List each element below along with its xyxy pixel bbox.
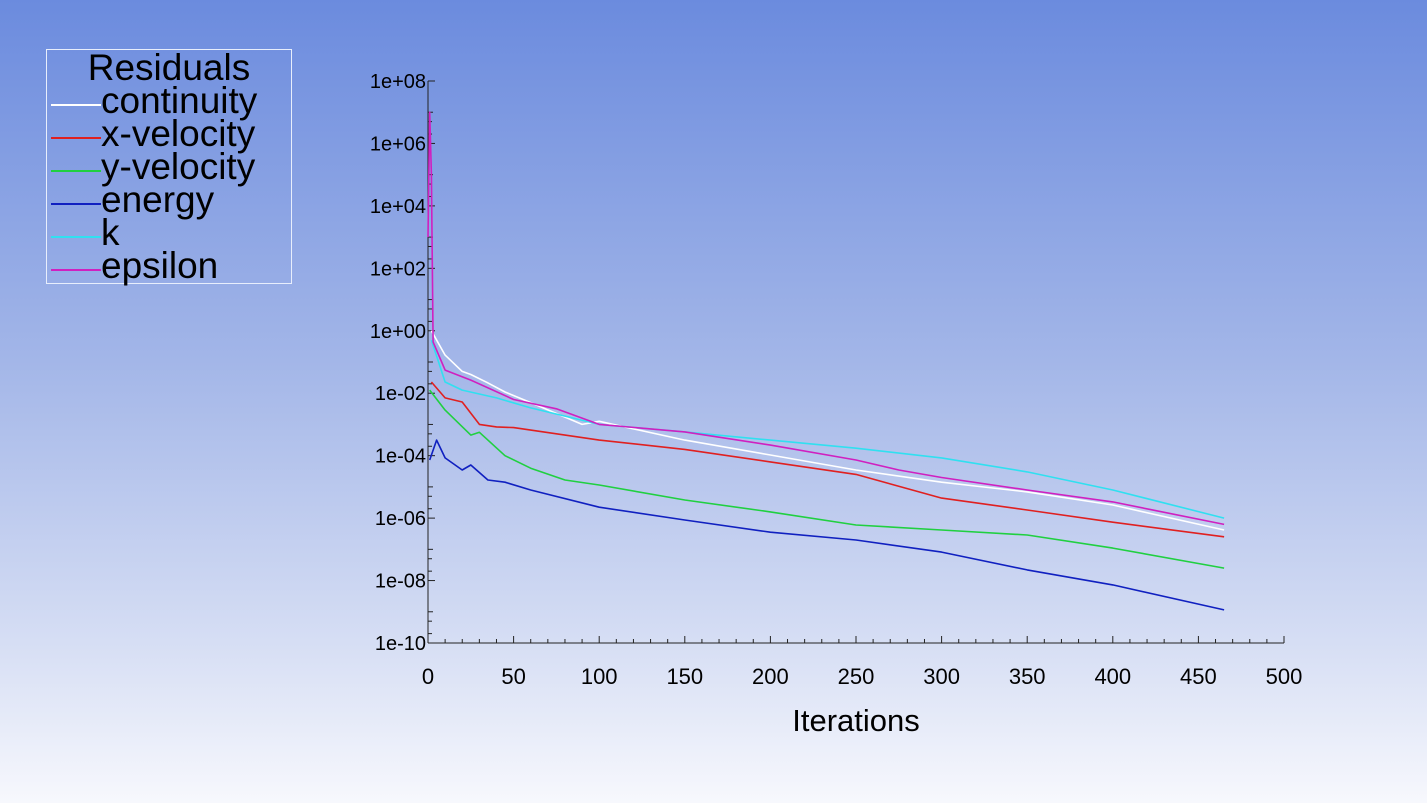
x-tick-label: 150 — [666, 664, 703, 689]
x-tick-label: 300 — [923, 664, 960, 689]
y-tick-label: 1e+04 — [370, 196, 426, 218]
x-tick-label: 100 — [581, 664, 618, 689]
y-tick-label: 1e+00 — [370, 321, 426, 343]
y-tick-label: 1e+06 — [370, 133, 426, 155]
series-line-x-velocity — [430, 381, 1225, 538]
x-tick-label: 350 — [1009, 664, 1046, 689]
x-tick-label: 250 — [838, 664, 875, 689]
x-tick-label: 50 — [501, 664, 525, 689]
legend-swatch — [51, 170, 101, 172]
legend-label: energy — [101, 179, 215, 220]
legend: Residuals continuity x-velocity y-velocity… — [46, 49, 292, 284]
legend-item-k: k — [47, 212, 291, 253]
x-tick-label: 450 — [1180, 664, 1217, 689]
y-tick-label: 1e-04 — [375, 446, 426, 468]
legend-label: continuity — [101, 80, 258, 121]
x-tick-label: 500 — [1266, 664, 1303, 689]
legend-swatch — [51, 104, 101, 106]
x-tick-label: 0 — [422, 664, 434, 689]
legend-label: k — [101, 212, 120, 253]
y-tick-label: 1e-10 — [375, 633, 426, 655]
legend-swatch — [51, 269, 101, 271]
y-tick-label: 1e-06 — [375, 508, 426, 530]
series-line-y-velocity — [429, 389, 1225, 569]
legend-swatch — [51, 203, 101, 205]
series-line-epsilon — [427, 111, 1225, 526]
legend-item-energy: energy — [47, 179, 291, 220]
y-tick-label: 1e-02 — [375, 383, 426, 405]
legend-title: Residuals — [87, 47, 251, 88]
legend-swatch — [51, 236, 101, 238]
series-line-energy — [428, 439, 1225, 611]
legend-label: epsilon — [101, 245, 219, 286]
legend-swatch — [51, 137, 101, 139]
legend-label: y-velocity — [101, 146, 256, 187]
y-tick-label: 1e+08 — [370, 71, 426, 93]
legend-item-continuity: continuity — [47, 80, 291, 121]
legend-label: x-velocity — [101, 113, 256, 154]
x-axis-label: Iterations — [792, 703, 920, 738]
y-tick-label: 1e+02 — [370, 258, 426, 280]
x-tick-label: 200 — [752, 664, 789, 689]
legend-item-epsilon: epsilon — [47, 245, 291, 286]
y-tick-label: 1e-08 — [375, 571, 426, 593]
series-line-k — [430, 339, 1225, 519]
legend-item-y-velocity: y-velocity — [47, 146, 291, 187]
legend-item-x-velocity: x-velocity — [47, 113, 291, 154]
x-tick-label: 400 — [1094, 664, 1131, 689]
